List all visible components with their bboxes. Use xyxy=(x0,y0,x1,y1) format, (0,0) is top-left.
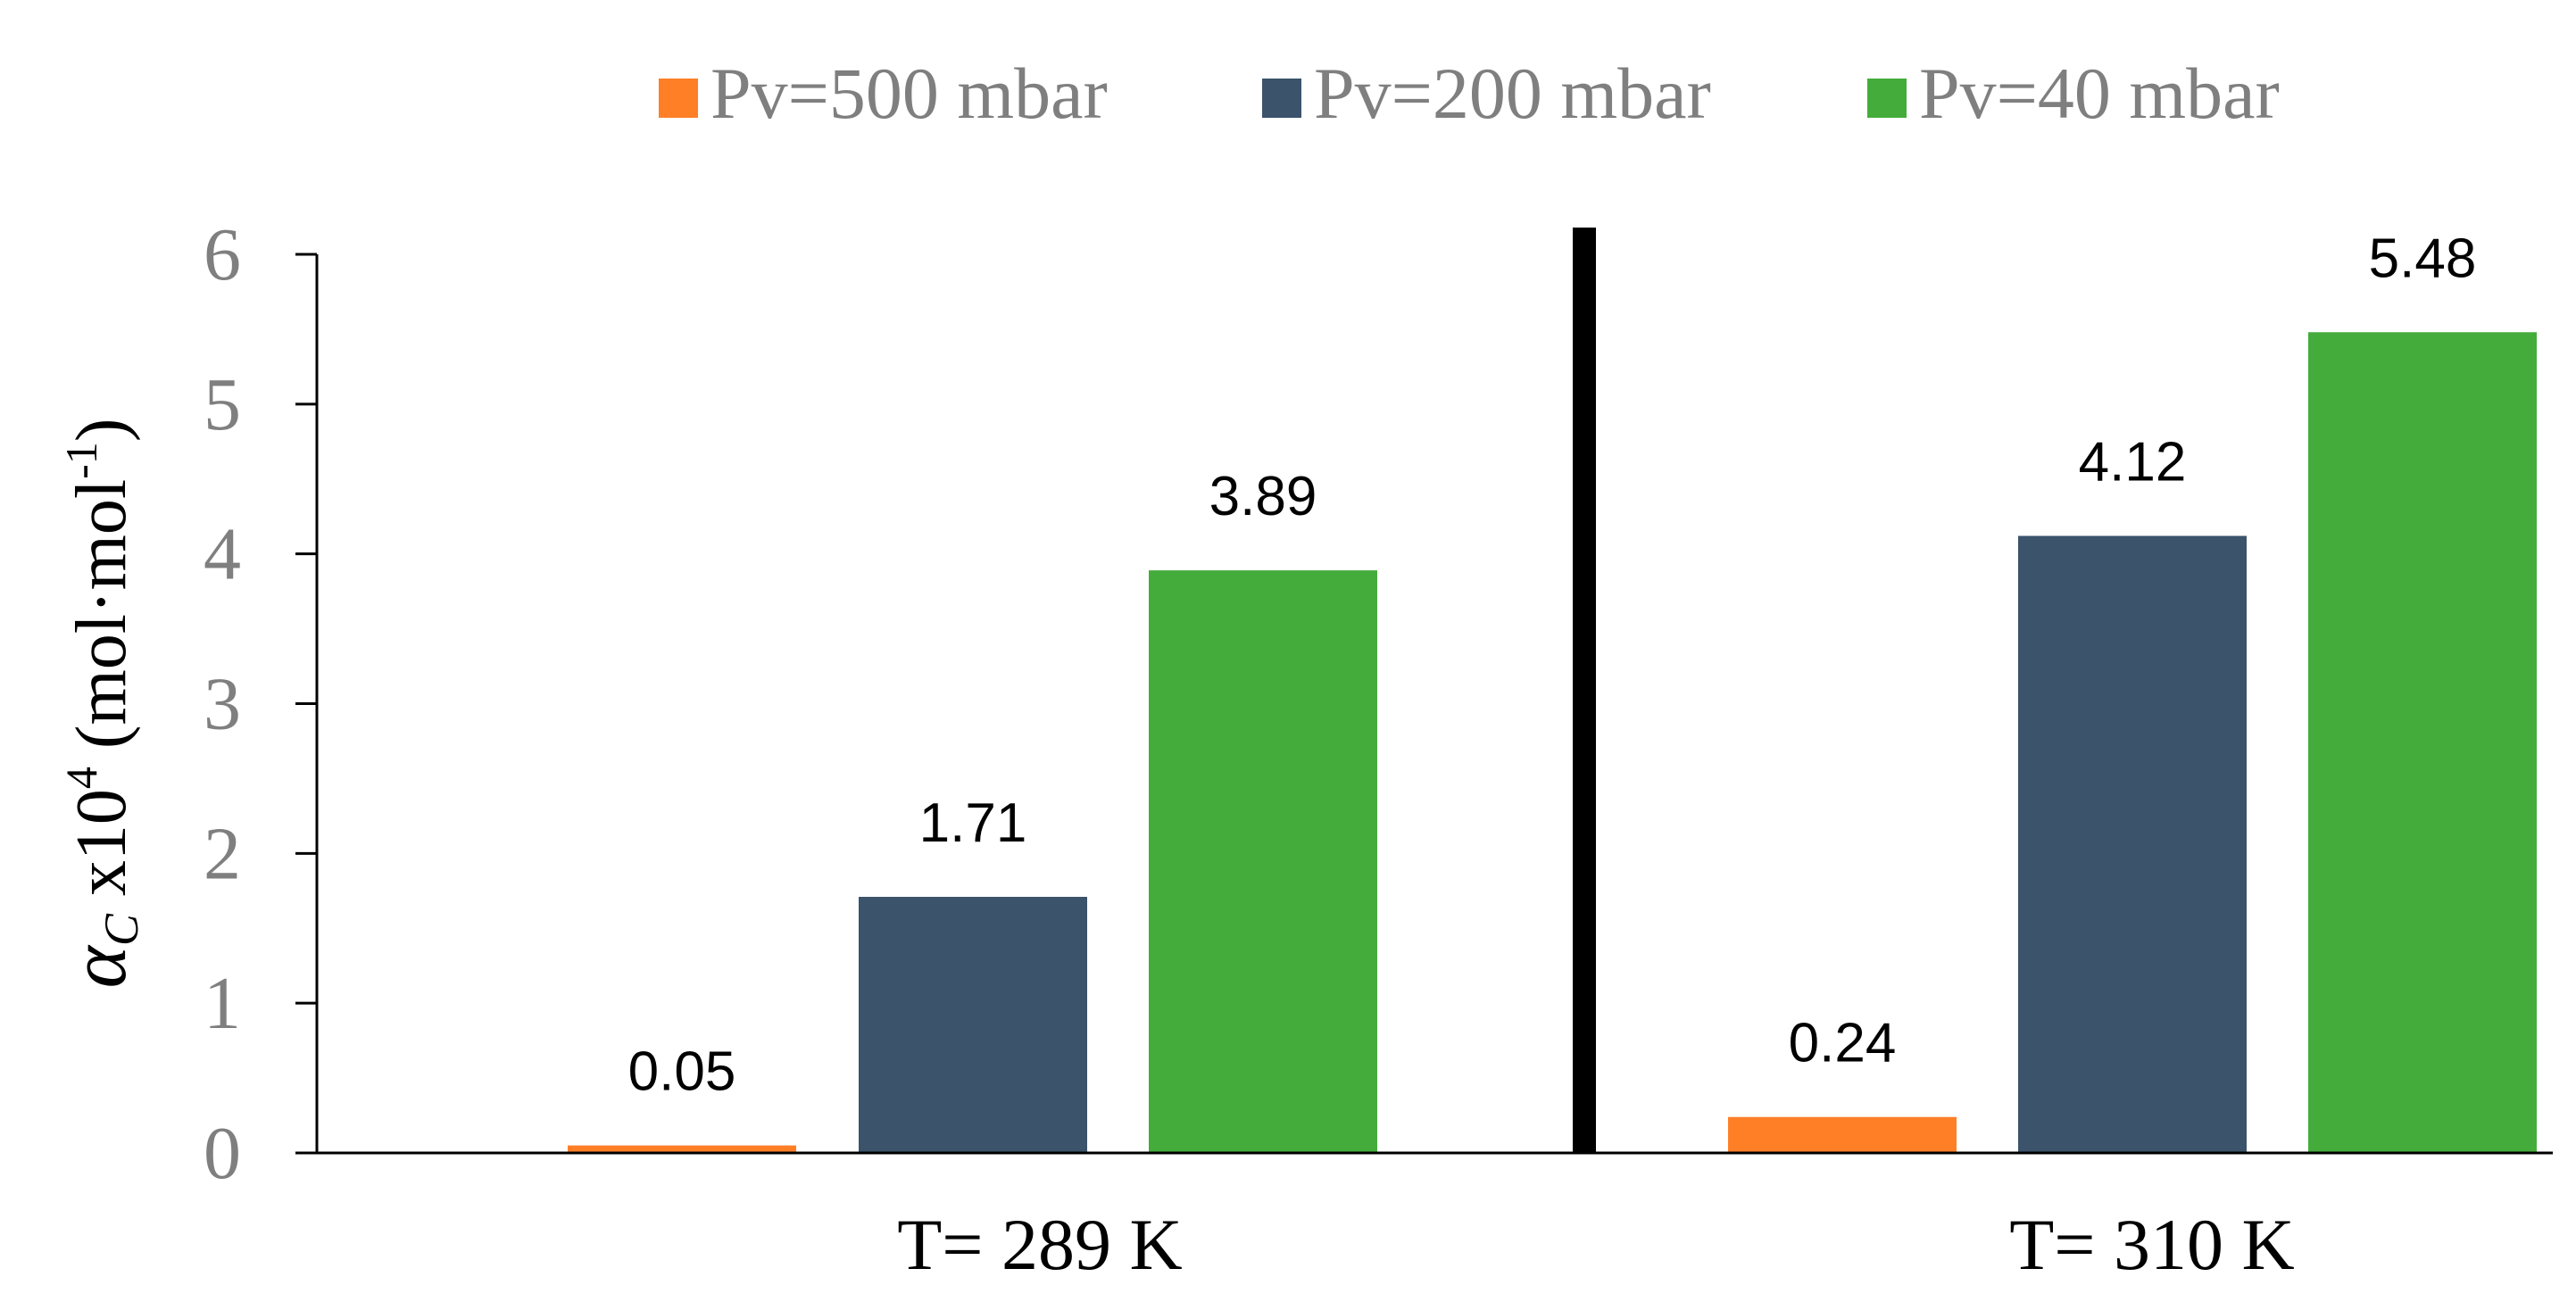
y-tick-label: 0 xyxy=(204,1112,241,1195)
legend-label: Pv=500 mbar xyxy=(710,53,1108,134)
legend: Pv=500 mbar Pv=200 mbar Pv=40 mbar xyxy=(659,53,2280,134)
x-category-label: T= 310 K xyxy=(2009,1204,2295,1285)
y-label-unit-exponent: -1 xyxy=(56,442,106,479)
y-tick-label: 5 xyxy=(204,363,241,446)
bar xyxy=(859,897,1087,1153)
y-tick-label: 3 xyxy=(204,663,241,746)
bar xyxy=(1728,1116,1957,1153)
y-tick-label: 4 xyxy=(204,513,241,596)
legend-swatch xyxy=(1262,79,1301,118)
y-axis: 0 1 2 3 4 5 6 xyxy=(204,213,319,1195)
y-axis-label: αC x104 (mol·mol-1) xyxy=(54,419,148,989)
x-axis: T= 289 K T= 310 K xyxy=(317,228,2553,1285)
data-label: 1.71 xyxy=(919,792,1027,854)
data-label: 0.05 xyxy=(628,1041,736,1103)
y-label-unit-close: ) xyxy=(62,419,141,443)
legend-label: Pv=200 mbar xyxy=(1314,53,1711,134)
y-tick-label: 6 xyxy=(204,213,241,296)
y-label-symbol: α xyxy=(54,944,143,988)
y-axis-title: αC x104 (mol·mol-1) xyxy=(54,419,148,989)
y-label-unit: (mol·mol xyxy=(62,479,141,767)
y-label-exponent: 4 xyxy=(56,767,106,789)
legend-label: Pv=40 mbar xyxy=(1919,53,2280,134)
bar xyxy=(568,1145,796,1153)
data-label: 3.89 xyxy=(1209,466,1317,527)
bars: 0.05 1.71 3.89 0.24 4.12 5.48 xyxy=(568,228,2537,1154)
y-label-subscript: C xyxy=(95,913,148,946)
legend-swatch xyxy=(1867,79,1907,118)
bar xyxy=(1149,570,1377,1153)
data-label: 0.24 xyxy=(1789,1013,1897,1074)
x-category-label: T= 289 K xyxy=(897,1204,1183,1285)
y-tick-label: 2 xyxy=(204,812,241,895)
bar xyxy=(2018,535,2247,1153)
data-label: 4.12 xyxy=(2079,432,2187,493)
legend-swatch xyxy=(659,79,698,118)
y-label-multiplier: x10 xyxy=(62,789,141,914)
data-label: 5.48 xyxy=(2369,228,2477,289)
y-tick-label: 1 xyxy=(204,962,241,1045)
bar xyxy=(2308,332,2537,1154)
